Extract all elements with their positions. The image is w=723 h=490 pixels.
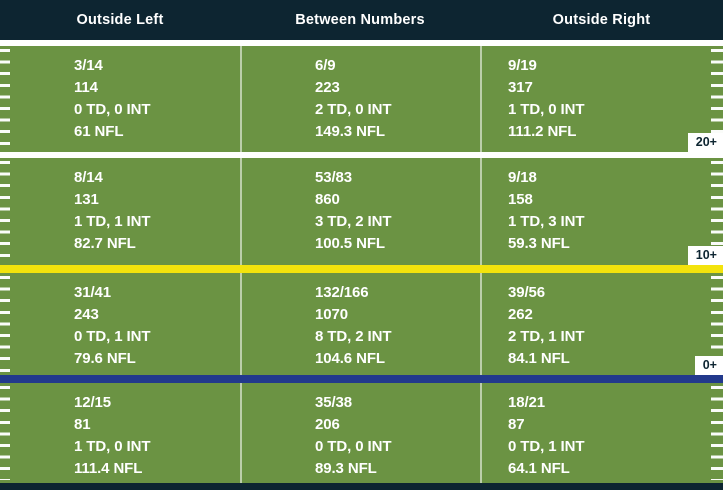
- stat-yards: 262: [508, 306, 533, 323]
- stat-completions-attempts: 8/14: [74, 169, 103, 186]
- zone-row-10plus: 8/14 131 1 TD, 1 INT 82.7 NFL 53/83 860 …: [0, 158, 723, 265]
- stat-yards: 317: [508, 79, 533, 96]
- stat-td-int: 1 TD, 1 INT: [74, 213, 151, 230]
- stat-rating: 59.3 NFL: [508, 235, 570, 252]
- zone-header-bar: Outside Left Between Numbers Outside Rig…: [0, 0, 723, 40]
- stat-td-int: 1 TD, 3 INT: [508, 213, 585, 230]
- stat-rating: 82.7 NFL: [74, 235, 136, 252]
- stat-yards: 206: [315, 416, 340, 433]
- stat-cell-behind-outside-right: 18/21 87 0 TD, 1 INT 64.1 NFL: [480, 383, 723, 483]
- header-between-numbers: Between Numbers: [295, 12, 425, 28]
- stat-td-int: 8 TD, 2 INT: [315, 328, 392, 345]
- stat-yards: 243: [74, 306, 99, 323]
- stat-rating: 100.5 NFL: [315, 235, 385, 252]
- stat-cell-behind-between-numbers: 35/38 206 0 TD, 0 INT 89.3 NFL: [240, 383, 480, 483]
- stat-cell-10plus-outside-right: 9/18 158 1 TD, 3 INT 59.3 NFL: [480, 158, 723, 265]
- stat-completions-attempts: 18/21: [508, 394, 546, 411]
- stat-td-int: 0 TD, 1 INT: [74, 328, 151, 345]
- bottom-field-edge: [0, 483, 723, 490]
- stat-td-int: 2 TD, 1 INT: [508, 328, 585, 345]
- stat-rating: 89.3 NFL: [315, 460, 377, 477]
- stat-completions-attempts: 3/14: [74, 57, 103, 74]
- stat-yards: 158: [508, 191, 533, 208]
- stat-cell-0plus-outside-right: 39/56 262 2 TD, 1 INT 84.1 NFL: [480, 273, 723, 375]
- depth-badge-20plus: 20+: [687, 133, 723, 152]
- stat-yards: 860: [315, 191, 340, 208]
- blue-yard-line: [0, 375, 723, 383]
- stat-rating: 61 NFL: [74, 123, 124, 140]
- stat-rating: 64.1 NFL: [508, 460, 570, 477]
- stat-cell-0plus-between-numbers: 132/166 1070 8 TD, 2 INT 104.6 NFL: [240, 273, 480, 375]
- stat-rating: 79.6 NFL: [74, 350, 136, 367]
- depth-badge-10plus: 10+: [687, 246, 723, 265]
- stat-completions-attempts: 53/83: [315, 169, 353, 186]
- stat-completions-attempts: 39/56: [508, 284, 546, 301]
- stat-rating: 111.4 NFL: [74, 460, 143, 477]
- stat-td-int: 1 TD, 0 INT: [74, 438, 151, 455]
- stat-yards: 131: [74, 191, 99, 208]
- stat-td-int: 2 TD, 0 INT: [315, 101, 392, 118]
- stat-completions-attempts: 9/19: [508, 57, 537, 74]
- zone-row-20plus: 3/14 114 0 TD, 0 INT 61 NFL 6/9 223 2 TD…: [0, 46, 723, 152]
- stat-cell-10plus-outside-left: 8/14 131 1 TD, 1 INT 82.7 NFL: [0, 158, 240, 265]
- zone-row-behind-line: 12/15 81 1 TD, 0 INT 111.4 NFL 35/38 206…: [0, 383, 723, 483]
- stat-td-int: 3 TD, 2 INT: [315, 213, 392, 230]
- stat-cell-10plus-between-numbers: 53/83 860 3 TD, 2 INT 100.5 NFL: [240, 158, 480, 265]
- stat-rating: 84.1 NFL: [508, 350, 570, 367]
- stat-yards: 81: [74, 416, 91, 433]
- stat-cell-20plus-outside-left: 3/14 114 0 TD, 0 INT 61 NFL: [0, 46, 240, 152]
- stat-completions-attempts: 31/41: [74, 284, 112, 301]
- row-divider: [0, 40, 723, 46]
- stat-yards: 114: [74, 79, 98, 96]
- stat-completions-attempts: 6/9: [315, 57, 336, 74]
- stat-yards: 87: [508, 416, 525, 433]
- stat-completions-attempts: 35/38: [315, 394, 353, 411]
- row-divider: [0, 152, 723, 158]
- stat-rating: 111.2 NFL: [508, 123, 577, 140]
- depth-badge-0plus: 0+: [694, 356, 723, 375]
- stat-td-int: 0 TD, 1 INT: [508, 438, 585, 455]
- stat-yards: 1070: [315, 306, 348, 323]
- stat-cell-20plus-between-numbers: 6/9 223 2 TD, 0 INT 149.3 NFL: [240, 46, 480, 152]
- header-outside-left: Outside Left: [76, 12, 164, 28]
- stat-completions-attempts: 12/15: [74, 394, 112, 411]
- stat-completions-attempts: 9/18: [508, 169, 537, 186]
- stat-rating: 104.6 NFL: [315, 350, 385, 367]
- stat-cell-behind-outside-left: 12/15 81 1 TD, 0 INT 111.4 NFL: [0, 383, 240, 483]
- stat-yards: 223: [315, 79, 340, 96]
- header-outside-right: Outside Right: [552, 12, 651, 28]
- stat-td-int: 0 TD, 0 INT: [74, 101, 151, 118]
- stat-td-int: 0 TD, 0 INT: [315, 438, 392, 455]
- stat-td-int: 1 TD, 0 INT: [508, 101, 585, 118]
- stat-completions-attempts: 132/166: [315, 284, 369, 301]
- stat-cell-0plus-outside-left: 31/41 243 0 TD, 1 INT 79.6 NFL: [0, 273, 240, 375]
- stat-cell-20plus-outside-right: 9/19 317 1 TD, 0 INT 111.2 NFL: [480, 46, 723, 152]
- zone-row-0plus: 31/41 243 0 TD, 1 INT 79.6 NFL 132/166 1…: [0, 273, 723, 375]
- stat-rating: 149.3 NFL: [315, 123, 385, 140]
- yellow-yard-line: [0, 265, 723, 273]
